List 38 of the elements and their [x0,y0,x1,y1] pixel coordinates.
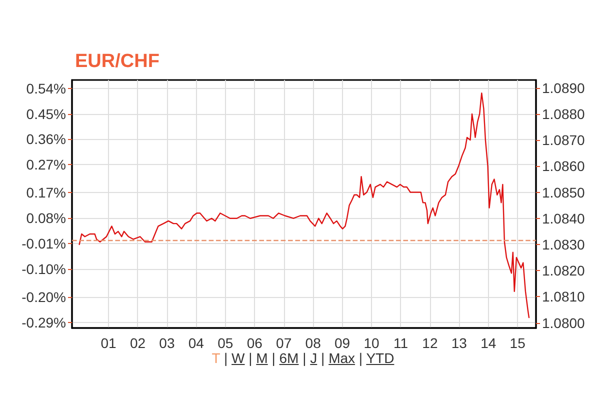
x-tick-label: 06 [246,335,263,351]
text: T | W | M | 6M | J | Max | YTD [212,350,394,366]
y-tick-label: 0.08% [26,210,66,226]
x-tick-label: 02 [130,335,146,351]
y-tick-label: -0.10% [22,260,66,277]
x-tick-label: 10 [364,335,380,351]
y-tick-label: 0.54% [26,80,66,96]
y-tick-label: 0.17% [26,184,66,201]
x-tick-label: 07 [276,335,292,351]
y-tick-label: 0.27% [26,156,66,173]
line-series [78,92,530,318]
x-tick-label: 15 [510,335,526,351]
y-tick-label: -0.01% [22,235,66,252]
y-tick-label: -0.20% [22,289,66,305]
x-tick-label: 11 [393,335,408,351]
y2-tick-label: 1.0850 [542,184,586,200]
y2-tick-label: 1.0820 [542,262,586,279]
y2-tick-label: 1.0840 [542,210,586,226]
x-tick-label: 04 [188,335,204,351]
chart-title: EUR/CHF [75,51,160,72]
y2-tick-label: 1.0890 [542,80,586,96]
y2-tick-label: 1.0810 [542,288,586,305]
y2-tick-label: 1.0870 [542,132,586,148]
y2-tick-label: 1.0800 [542,314,586,331]
y-tick-label: -0.29% [22,314,66,330]
x-tick-label: 01 [100,335,117,351]
y-tick-label: 0.36% [26,131,66,148]
y2-tick-label: 1.0860 [542,158,586,174]
y-tick-label: 0.45% [26,106,66,122]
x-tick-label: 14 [480,335,496,351]
x-tick-label: 09 [334,335,350,351]
y2-tick-label: 1.0830 [542,236,586,252]
y2-tick-label: 1.0880 [542,106,586,122]
x-tick-label: 12 [422,335,438,351]
x-tick-label: 03 [159,335,175,351]
x-tick-label: 13 [451,335,468,351]
x-tick-label: 08 [305,335,322,351]
x-tick-label: 05 [218,335,234,351]
